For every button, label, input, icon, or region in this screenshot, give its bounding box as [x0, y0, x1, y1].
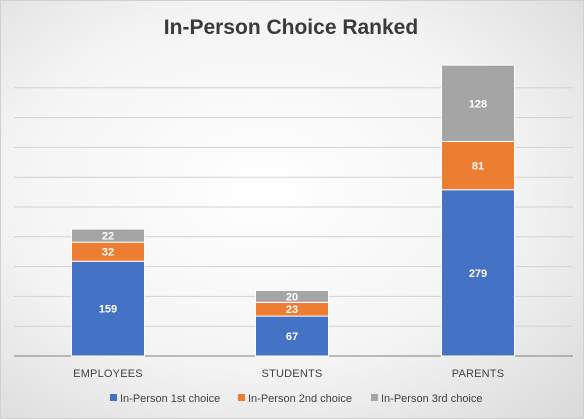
data-label: 81 [472, 161, 484, 173]
data-label: 128 [469, 98, 487, 110]
chart-title: In-Person Choice Ranked [164, 16, 418, 39]
bar-segment-parents-series-3 [441, 64, 515, 142]
data-label: 279 [469, 268, 487, 280]
bars [71, 64, 515, 357]
legend-label: In-Person 3rd choice [381, 393, 483, 405]
bar-segment-employees-series-3 [71, 228, 145, 243]
legend-swatch [238, 394, 245, 401]
category-label: EMPLOYEES [73, 368, 143, 380]
category-axis-labels: EMPLOYEES STUDENTS PARENTS [73, 368, 504, 380]
legend-swatch [371, 394, 378, 401]
legend-label: In-Person 2nd choice [248, 393, 352, 405]
bar-segment-parents-series-2 [441, 140, 515, 191]
bar-segment-students-series-3 [255, 289, 329, 303]
data-label: 159 [99, 304, 117, 316]
data-label: 22 [102, 231, 114, 243]
legend: In-Person 1st choice In-Person 2nd choice… [110, 393, 483, 405]
category-label: PARENTS [452, 368, 505, 380]
legend-item: In-Person 2nd choice [238, 393, 352, 405]
data-label: 20 [286, 291, 298, 303]
data-label: 23 [286, 304, 298, 316]
bar-segment-parents-series-1 [441, 189, 515, 357]
legend-item: In-Person 1st choice [110, 393, 220, 405]
bar-segment-students-series-1 [255, 315, 329, 357]
legend-swatch [110, 394, 117, 401]
category-label: STUDENTS [262, 368, 323, 380]
legend-label: In-Person 1st choice [120, 393, 220, 405]
legend-item: In-Person 3rd choice [371, 393, 483, 405]
data-label: 32 [102, 247, 114, 259]
data-label: 67 [286, 331, 298, 343]
